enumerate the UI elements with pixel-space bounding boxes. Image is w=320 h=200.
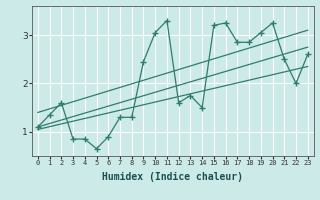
X-axis label: Humidex (Indice chaleur): Humidex (Indice chaleur) [102, 172, 243, 182]
